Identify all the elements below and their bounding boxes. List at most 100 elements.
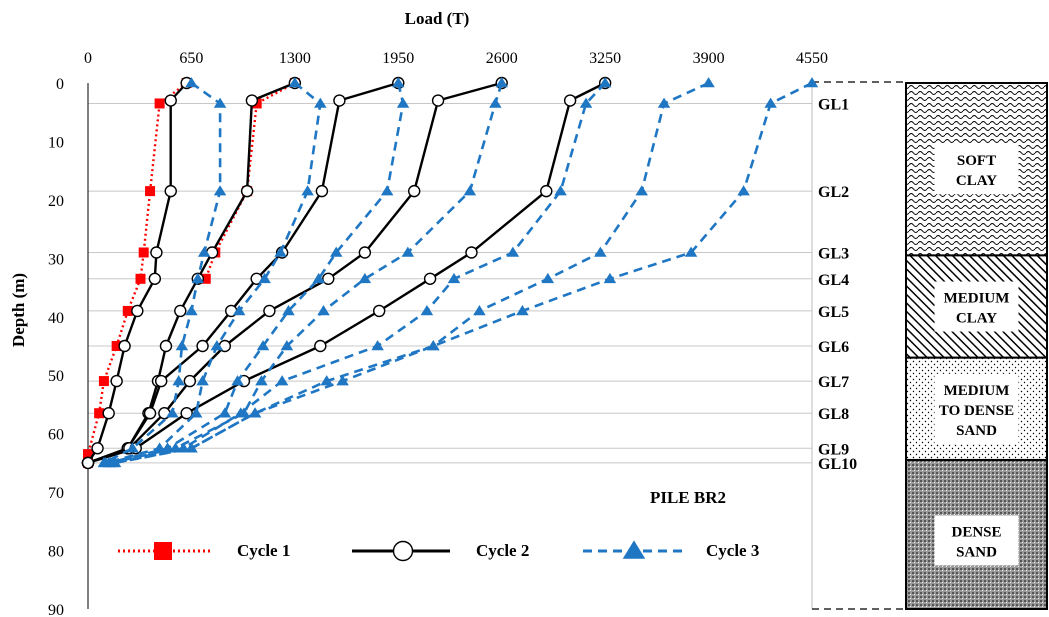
marker-triangle: [175, 340, 189, 351]
marker-triangle: [189, 407, 203, 418]
series-line: [105, 81, 322, 465]
soil-profile-column: SOFT CLAY MEDIUM CLAY MEDIUM TO DENSE SAND DENS…: [905, 82, 1048, 611]
marker-triangle: [232, 305, 246, 316]
marker-circle: [563, 94, 577, 107]
soil-layer-label: TO DENSE: [939, 403, 1014, 419]
marker-triangle: [396, 97, 410, 108]
marker-triangle: [737, 185, 750, 196]
marker-square: [111, 341, 122, 351]
soil-label-box: [934, 515, 1019, 566]
marker-circle: [372, 304, 386, 318]
marker-triangle: [196, 375, 209, 386]
legend-label: Cycle 3: [706, 541, 759, 560]
gauge-level-label: GL5: [818, 304, 849, 321]
marker-circle: [118, 339, 131, 353]
soil-layer-label: SAND: [956, 423, 997, 439]
x-tick-label: 3900: [693, 50, 725, 67]
marker-circle: [465, 246, 478, 259]
series-line: [87, 81, 606, 465]
marker-circle: [174, 304, 187, 318]
marker-circle: [315, 184, 329, 198]
marker-triangle: [256, 340, 270, 351]
series-line: [114, 81, 813, 465]
marker-circle: [102, 407, 115, 420]
legend-entry-cycle-2: Cycle 2: [352, 540, 529, 562]
marker-circle: [245, 94, 259, 107]
marker-circle: [322, 272, 335, 285]
series-layer: [81, 76, 819, 470]
gauge-level-label: GL6: [818, 339, 849, 356]
marker-triangle: [579, 97, 593, 108]
marker-circle: [154, 374, 168, 388]
marker-circle: [263, 304, 276, 318]
marker-triangle: [371, 340, 384, 351]
soil-layer-label: MEDIUM: [944, 383, 1010, 399]
marker-triangle: [702, 77, 715, 88]
series-cycle-3: [97, 77, 819, 468]
marker-triangle: [185, 305, 198, 316]
y-tick-label: 20: [48, 193, 64, 210]
marker-triangle: [336, 375, 349, 386]
gauge-level-label: GL1: [818, 96, 849, 113]
marker-circle: [159, 339, 173, 353]
marker-circle: [180, 407, 193, 420]
marker-triangle: [275, 375, 289, 386]
marker-circle: [196, 339, 209, 353]
marker-square: [138, 247, 149, 258]
gauge-level-label: GL9: [818, 441, 849, 458]
marker-circle: [143, 407, 157, 420]
x-axis-label: Load (T): [405, 9, 470, 28]
y-tick-label: 50: [48, 368, 64, 385]
marker-triangle: [172, 375, 185, 386]
series-cycle-2: [81, 76, 612, 470]
marker-triangle: [764, 97, 777, 108]
series-line: [111, 82, 607, 465]
marker-circle: [148, 272, 162, 285]
marker-triangle: [358, 272, 372, 284]
y-tick-label: 70: [48, 485, 64, 502]
marker-square: [94, 408, 105, 419]
y-tick-label: 0: [56, 76, 64, 93]
marker-triangle: [805, 77, 819, 88]
marker-triangle: [248, 407, 262, 418]
x-tick-label: 4550: [796, 50, 828, 67]
marker-circle: [164, 184, 177, 198]
marker-circle: [540, 184, 553, 198]
marker-circle: [240, 184, 254, 198]
marker-triangle: [288, 77, 302, 88]
marker-triangle: [108, 456, 122, 468]
marker-triangle: [166, 407, 179, 418]
marker-triangle: [312, 272, 325, 284]
series-line: [113, 81, 710, 465]
marker-square: [98, 376, 109, 387]
y-tick-label: 90: [48, 602, 64, 617]
y-tick-label: 10: [48, 134, 64, 151]
series-line: [86, 82, 188, 464]
soil-layer-label: CLAY: [956, 173, 997, 189]
marker-triangle: [401, 246, 415, 257]
marker-triangle: [473, 305, 486, 316]
marker-triangle: [314, 97, 327, 108]
marker-square: [83, 449, 93, 460]
marker-triangle: [463, 185, 477, 196]
marker-triangle: [282, 305, 295, 316]
x-tick-label: 0: [84, 50, 92, 67]
gauge-level-label: GL8: [818, 406, 849, 423]
soil-layer-label: SAND: [956, 544, 997, 560]
marker-triangle: [380, 185, 394, 196]
marker-circle: [431, 94, 445, 107]
gauge-level-label: GL7: [818, 374, 849, 391]
marker-square: [154, 98, 165, 109]
marker-circle: [358, 246, 372, 259]
y-tick-label: 30: [48, 251, 64, 268]
soil-layer-label: SOFT: [957, 153, 996, 169]
marker-square: [122, 305, 133, 316]
marker-triangle: [320, 375, 333, 386]
marker-triangle: [635, 185, 648, 196]
soil-label-box: [934, 144, 1019, 195]
marker-circle: [150, 246, 163, 259]
gauge-level-label: GL10: [818, 456, 857, 473]
marker-circle: [407, 184, 421, 198]
marker-triangle: [126, 442, 139, 453]
legend-label: Cycle 1: [237, 541, 290, 560]
